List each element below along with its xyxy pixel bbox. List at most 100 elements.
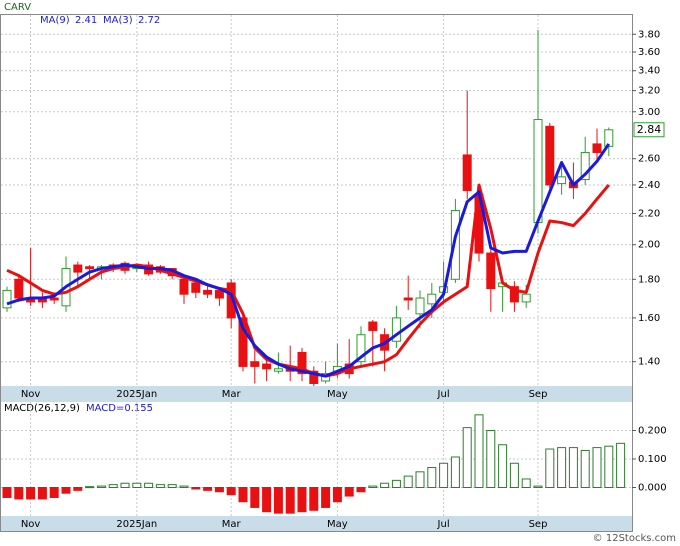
macd-bar [144, 482, 154, 489]
macd-bar [132, 482, 142, 489]
price-tag-label: 2.84 [637, 123, 662, 136]
macd-bar [498, 444, 508, 488]
macd-bar [403, 475, 413, 489]
macd-bar [427, 467, 437, 488]
date-band [1, 386, 632, 402]
macd-bar [474, 414, 484, 489]
macd-bar [85, 486, 95, 489]
candle-body [309, 370, 319, 384]
macd-bar [380, 482, 390, 489]
macd-legend: MACD=0.155 [86, 403, 153, 414]
candle-body [203, 289, 213, 295]
y-tick-label: 1.80 [638, 274, 660, 285]
macd-bar [120, 482, 130, 489]
y-tick-label: 3.60 [638, 47, 660, 58]
candle-body [533, 119, 543, 224]
candle-body [262, 363, 272, 370]
candle-body [73, 264, 83, 273]
macd-bar [108, 484, 118, 488]
watermark: © 12Stocks.com [593, 533, 676, 544]
macd-bar [61, 487, 71, 494]
macd-bar [49, 487, 59, 498]
candle-body [415, 297, 425, 315]
macd-title: MACD(26,12,9) [4, 403, 80, 414]
macd-bar [96, 485, 106, 489]
candle-body [592, 143, 602, 153]
macd-bar [2, 487, 12, 498]
macd-bar [356, 487, 366, 493]
macd-bar [415, 471, 425, 489]
macd-bar [250, 487, 260, 508]
candle-body [26, 299, 36, 303]
candle-body [450, 210, 460, 280]
macd-bar [273, 487, 283, 514]
candle-body [403, 297, 413, 301]
y-tick-label: 2.40 [638, 180, 660, 191]
candle-body [509, 286, 519, 303]
candle-body [250, 361, 260, 367]
macd-bar [604, 445, 614, 488]
candle-body [580, 151, 590, 181]
macd-bar [285, 487, 295, 514]
candle-body [368, 321, 378, 331]
candle-body [14, 278, 24, 299]
x-tick-label: Jul [437, 519, 450, 530]
candle-body [214, 289, 224, 299]
x-tick-label: Sep [529, 519, 548, 530]
candle-body [2, 289, 12, 309]
frame [0, 14, 633, 532]
y-tick-label: 3.20 [638, 86, 660, 97]
macd-bar [533, 485, 543, 489]
macd-bar [332, 487, 342, 503]
x-tick-label: Jul [437, 389, 450, 400]
y-tick-label: 1.60 [638, 313, 660, 324]
macd-bar [226, 487, 236, 496]
candle-body [427, 293, 437, 305]
macd-bar [155, 484, 165, 488]
x-tick-label: Mar [222, 389, 242, 400]
y-tick-label: 0.100 [638, 454, 667, 465]
y-tick-label: 1.40 [638, 357, 660, 368]
candle-body [85, 266, 95, 270]
candle-body [604, 129, 614, 147]
candle-body [356, 334, 366, 363]
legend-value: 2.72 [138, 15, 160, 26]
macd-bar [214, 487, 224, 493]
candle-body [49, 297, 59, 301]
macd-bar [262, 487, 272, 513]
macd-bar [592, 447, 602, 489]
x-tick-label: Sep [529, 389, 548, 400]
macd-bar [368, 485, 378, 489]
y-tick-label: 3.80 [638, 29, 660, 40]
macd-bar [203, 487, 213, 491]
macd-bar [568, 447, 578, 489]
macd-bar [167, 484, 177, 488]
macd-bar [37, 487, 47, 500]
candle-body [545, 125, 555, 186]
macd-bar [616, 442, 626, 489]
x-tick-label: May [327, 389, 348, 400]
macd-bar [509, 462, 519, 488]
macd-bar [557, 447, 567, 489]
candle-body [191, 282, 201, 293]
y-tick-label: 2.20 [638, 208, 660, 219]
macd-bar [14, 487, 24, 500]
candle-body [521, 293, 531, 303]
macd-bar [26, 487, 36, 500]
macd-bar [580, 449, 590, 489]
macd-bar [450, 456, 460, 489]
y-tick-label: 2.60 [638, 154, 660, 165]
macd-bar [462, 427, 472, 488]
candle-body [273, 368, 283, 372]
ma-line [6, 143, 611, 378]
macd-bar [344, 487, 354, 497]
macd-bar [297, 487, 307, 513]
legend-value: 2.41 [75, 15, 97, 26]
candle-body [297, 351, 307, 375]
macd-bar [545, 448, 555, 488]
macd-bar [191, 487, 201, 490]
macd-bar [73, 487, 83, 491]
x-tick-label: Nov [21, 389, 41, 400]
macd-bar [391, 479, 401, 488]
